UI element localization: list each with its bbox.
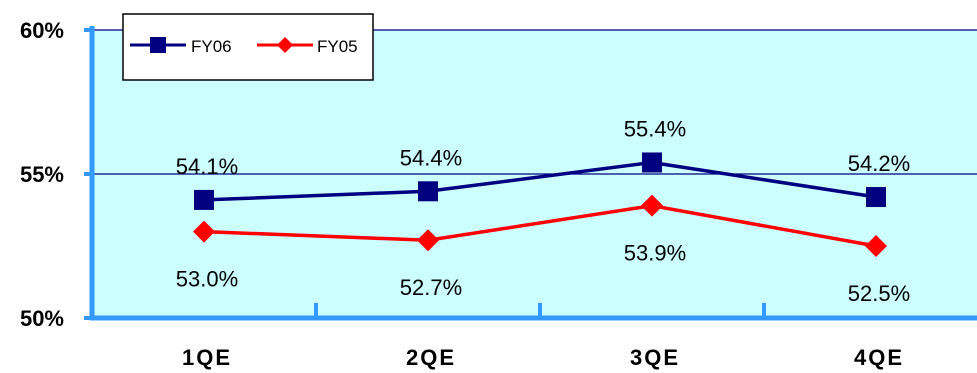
y-tick-label: 55% — [20, 162, 64, 187]
legend: FY06 FY05 — [122, 13, 374, 81]
y-axis-ticks: 50% 55% 60% — [20, 18, 64, 331]
legend-swatch-marker — [150, 37, 166, 53]
data-point-marker — [193, 220, 215, 243]
legend-label: FY06 — [191, 37, 232, 56]
data-point-marker — [417, 229, 439, 252]
data-point-marker — [194, 189, 214, 210]
data-point-marker — [642, 152, 662, 173]
x-tick-label: 2QE — [406, 345, 456, 370]
series-line — [203, 160, 877, 202]
y-tick-label: 50% — [20, 306, 64, 331]
x-axis-ticks: 1QE 2QE 3QE 4QE — [182, 345, 904, 370]
data-label: 53.0% — [176, 267, 238, 292]
series-fy06: 54.1% 54.4% 55.4% 54.2% — [176, 116, 910, 210]
x-tick-label: 3QE — [630, 345, 680, 370]
data-point-marker — [418, 181, 438, 202]
x-tick-label: 4QE — [854, 345, 904, 370]
data-label: 54.2% — [848, 151, 910, 176]
x-tick-label: 1QE — [182, 345, 232, 370]
series-line — [203, 203, 877, 248]
data-label: 55.4% — [624, 116, 686, 141]
legend-label: FY05 — [317, 37, 358, 56]
data-label: 52.7% — [400, 275, 462, 300]
data-point-marker — [865, 235, 887, 257]
data-label: 54.1% — [176, 154, 238, 179]
axes — [84, 26, 977, 321]
series-fy05: 53.0% 52.7% 53.9% 52.5% — [176, 194, 910, 306]
data-label: 53.9% — [624, 241, 686, 266]
legend-swatch-marker — [277, 37, 293, 53]
data-label: 54.4% — [400, 145, 462, 170]
data-point-marker — [866, 187, 886, 208]
data-label: 52.5% — [848, 281, 910, 306]
y-tick-label: 60% — [20, 18, 64, 43]
series-group: 54.1% 54.4% 55.4% 54.2% 53.0% 52.7% 53.9% 52.5% — [176, 116, 910, 306]
data-point-marker — [641, 194, 663, 217]
